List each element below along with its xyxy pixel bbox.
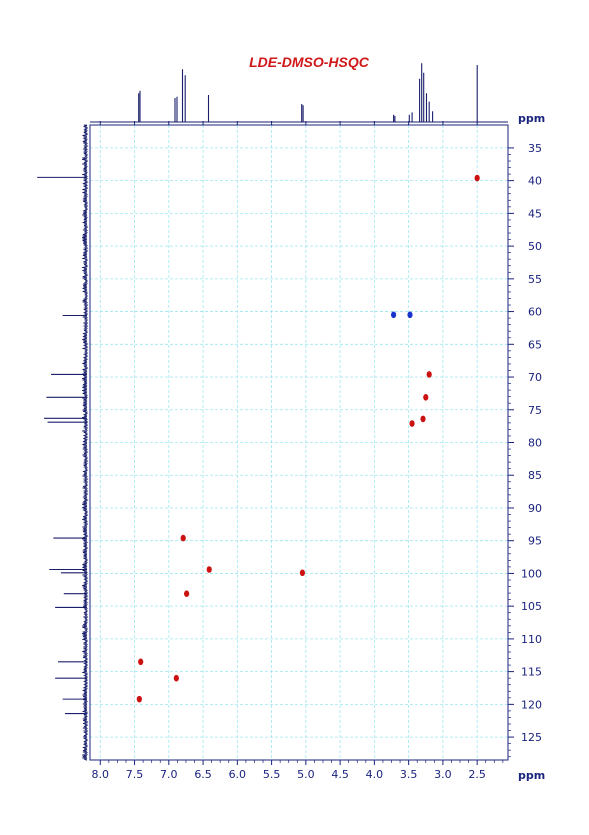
x-axis-unit-label: ppm <box>518 769 545 782</box>
cross-peak <box>173 674 179 682</box>
cross-peak <box>390 311 397 319</box>
x-tick-label: 3.0 <box>434 768 452 781</box>
cross-peaks <box>136 174 480 703</box>
y-tick-label: 75 <box>528 404 542 417</box>
x-tick-label: 4.5 <box>331 768 349 781</box>
y-tick-label: 100 <box>521 567 542 580</box>
y-tick-label: 85 <box>528 469 542 482</box>
y-tick-label: 45 <box>528 207 542 220</box>
cross-peak <box>474 174 480 182</box>
y-tick-label: 40 <box>528 175 542 188</box>
1h-projection-trace <box>90 63 508 123</box>
y-tick-label: 55 <box>528 273 542 286</box>
cross-peak <box>206 566 212 573</box>
x-tick-label: 7.0 <box>160 768 178 781</box>
x-tick-label: 6.5 <box>194 768 212 781</box>
y-tick-label: 95 <box>528 535 542 548</box>
x-tick-label: 3.5 <box>400 768 418 781</box>
1h-projection-spectrum <box>90 63 508 123</box>
y-tick-label: 105 <box>521 600 542 613</box>
plot-axes: 8.0 7.5 7.0 6.5 6.0 5.5 5.0 4.5 4.0 3.5 3.0 2.5 35 40… <box>89 121 542 781</box>
13c-projection-noise <box>81 124 89 761</box>
y-tick-label: 65 <box>528 338 542 351</box>
plot-grid <box>90 125 508 760</box>
y-tick-label: 80 <box>528 437 542 450</box>
x-tick-label: 7.5 <box>126 768 144 781</box>
x-tick-label: 5.5 <box>263 768 281 781</box>
cross-peak <box>420 415 426 423</box>
cross-peak <box>180 534 186 542</box>
x-tick-label: 2.5 <box>468 768 486 781</box>
cross-peak <box>407 311 413 319</box>
cross-peak <box>138 658 144 666</box>
y-tick-label: 35 <box>528 142 542 155</box>
cross-peak <box>409 420 415 427</box>
13c-projection-spectrum <box>37 124 89 761</box>
y-tick-label: 120 <box>521 698 542 711</box>
cross-peak <box>423 394 429 401</box>
cross-peak <box>136 695 142 703</box>
chart-title: LDE-DMSO-HSQC <box>249 54 370 70</box>
y-tick-label: 50 <box>528 240 542 253</box>
x-tick-label: 6.0 <box>229 768 247 781</box>
cross-peak <box>426 371 432 378</box>
y-tick-label: 70 <box>528 371 542 384</box>
cross-peak <box>184 590 190 598</box>
cross-peak <box>299 569 306 577</box>
y-tick-label: 115 <box>521 666 542 679</box>
x-tick-label: 4.0 <box>366 768 384 781</box>
y-tick-label: 90 <box>528 502 542 515</box>
x-tick-label: 5.0 <box>297 768 315 781</box>
x-tick-label: 8.0 <box>92 768 110 781</box>
y-tick-label: 125 <box>521 731 542 744</box>
y-tick-label: 110 <box>521 633 542 646</box>
y-axis-unit-label: ppm <box>518 112 545 125</box>
y-tick-label: 60 <box>528 306 542 319</box>
